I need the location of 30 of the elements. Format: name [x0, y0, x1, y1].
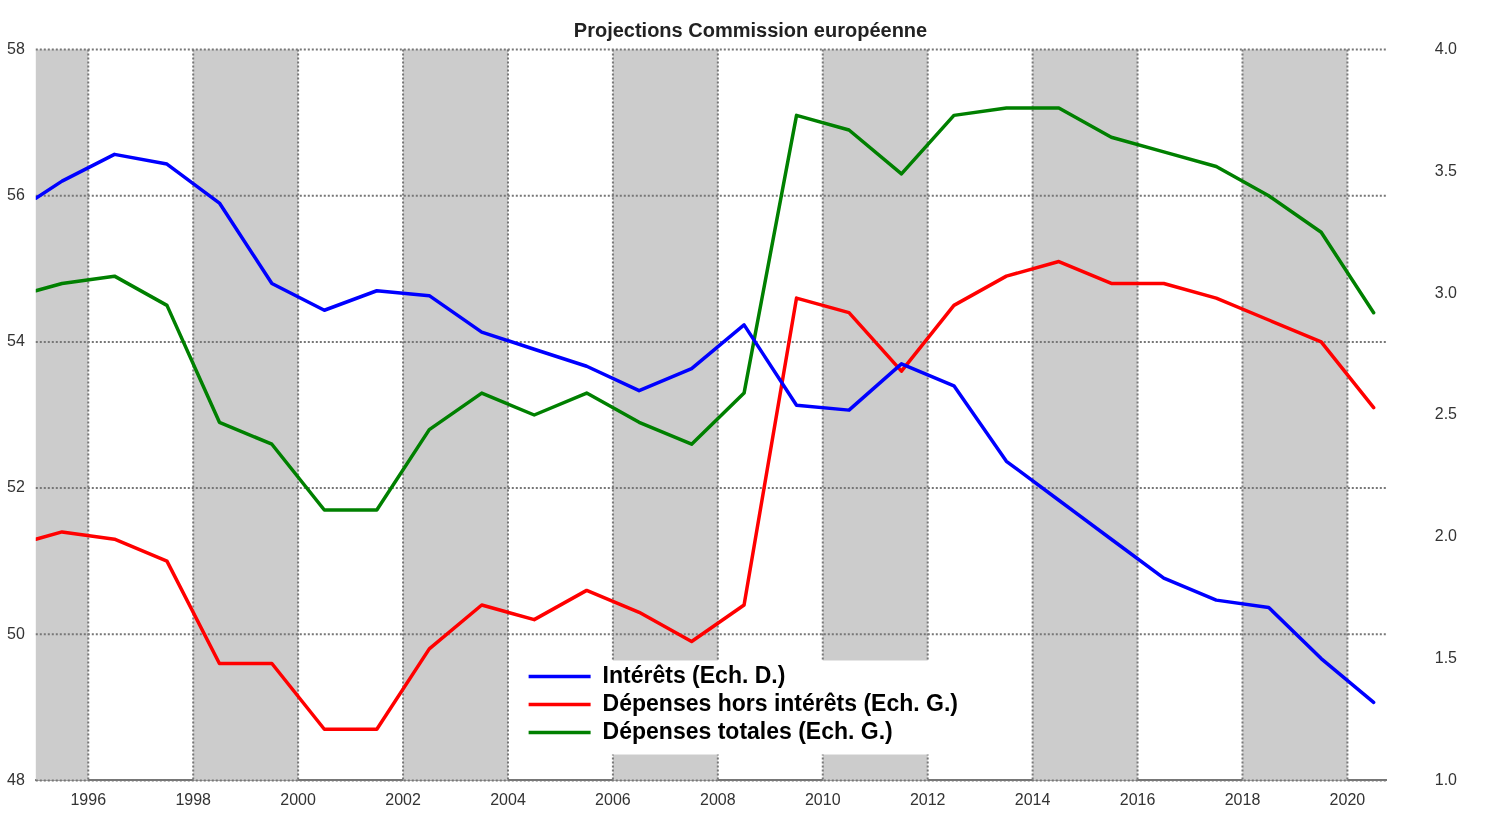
- x-tick-label: 2014: [1014, 791, 1051, 809]
- x-tick-label: 2012: [909, 791, 946, 809]
- x-tick-label: 1998: [175, 791, 212, 809]
- x-tick-label: 2010: [804, 791, 841, 809]
- x-tick-label: 1996: [70, 791, 107, 809]
- x-tick-label: 2004: [490, 791, 526, 809]
- y2-tick-label: 3.0: [1434, 283, 1458, 301]
- x-tick-label: 2000: [280, 791, 317, 809]
- x-tick-label: 2018: [1224, 791, 1261, 809]
- y-tick-label: 52: [7, 478, 25, 496]
- x-tick-label: 2020: [1329, 791, 1366, 809]
- y2-tick-label: 3.5: [1434, 161, 1458, 179]
- x-tick-label: 2002: [385, 791, 421, 809]
- x-tick-label: 2016: [1119, 791, 1156, 809]
- y-tick-label: 54: [7, 332, 25, 350]
- legend-label: Intérêts (Ech. D.): [602, 661, 786, 688]
- y2-tick-label: 2.0: [1434, 527, 1458, 545]
- y-tick-label: 50: [7, 624, 25, 642]
- y2-tick-label: 1.0: [1434, 770, 1458, 788]
- y-tick-label: 58: [7, 40, 25, 58]
- y2-tick-label: 4.0: [1434, 40, 1458, 58]
- legend-label: Dépenses totales (Ech. G.): [602, 717, 893, 744]
- y-tick-label: 48: [7, 770, 25, 788]
- y2-tick-label: 2.5: [1434, 405, 1458, 423]
- legend-label: Dépenses hors intérêts (Ech. G.): [602, 689, 958, 716]
- chart-title: Projections Commission européenne: [573, 19, 928, 42]
- y-tick-label: 56: [7, 186, 25, 204]
- x-tick-label: 2006: [595, 791, 631, 809]
- x-tick-label: 2008: [700, 791, 736, 809]
- y2-tick-label: 1.5: [1434, 649, 1458, 667]
